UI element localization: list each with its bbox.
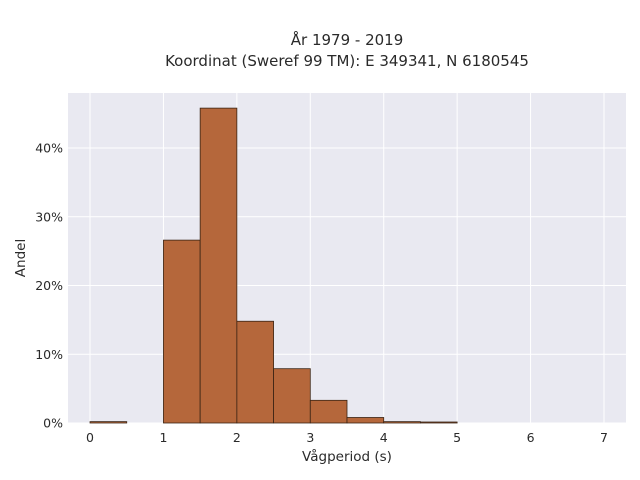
y-tick-label: 10% (35, 347, 63, 362)
x-tick-label: 2 (233, 430, 241, 445)
y-tick-labels: 0% 10% 20% 30% 40% (35, 141, 63, 431)
x-tick-label: 5 (453, 430, 461, 445)
plot-area (68, 93, 626, 423)
y-axis-label: Andel (13, 239, 29, 277)
histogram-bar (383, 421, 421, 424)
chart-title-line1: År 1979 - 2019 (291, 30, 404, 49)
histogram-bar (420, 421, 458, 424)
x-tick-label: 4 (380, 430, 388, 445)
y-tick-label: 40% (35, 141, 63, 156)
x-tick-labels: 0 1 2 3 4 5 6 7 (86, 430, 608, 445)
histogram-bars (89, 107, 458, 424)
histogram-bar (309, 399, 348, 424)
histogram-bar (163, 239, 201, 424)
histogram-bar (273, 368, 311, 424)
x-tick-label: 3 (306, 430, 314, 445)
histogram-bar (236, 320, 274, 424)
x-tick-label: 0 (86, 430, 94, 445)
y-tick-label: 0% (43, 416, 63, 431)
y-tick-label: 20% (35, 278, 63, 293)
x-tick-label: 7 (600, 430, 608, 445)
y-tick-label: 30% (35, 209, 63, 224)
histogram-bar (346, 417, 385, 424)
x-tick-label: 1 (159, 430, 167, 445)
histogram-bar (89, 421, 128, 424)
chart-title-line2: Koordinat (Sweref 99 TM): E 349341, N 61… (165, 52, 529, 70)
x-tick-label: 6 (527, 430, 535, 445)
histogram-bar (199, 107, 238, 424)
x-axis-label: Vågperiod (s) (302, 448, 392, 465)
